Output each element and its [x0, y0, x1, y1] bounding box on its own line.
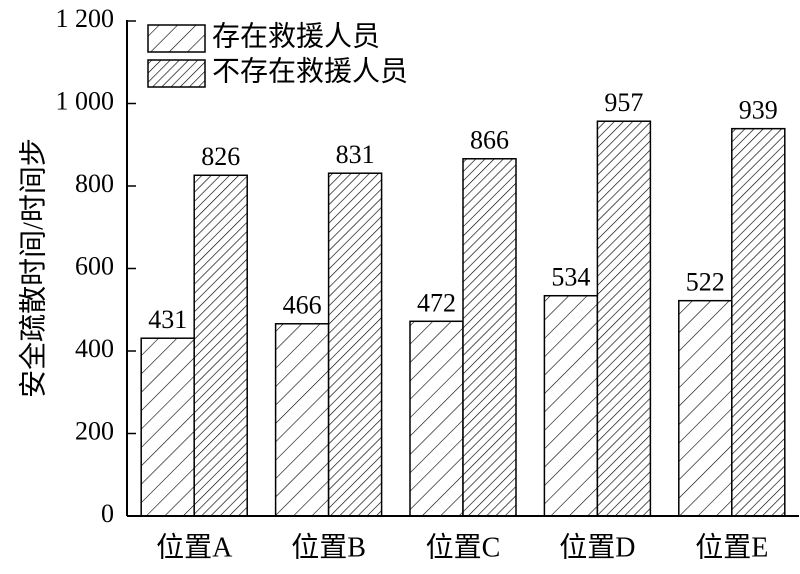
data-label: 831: [336, 140, 375, 169]
legend-label: 存在救援人员: [212, 20, 380, 52]
bar: [409, 320, 464, 517]
bar: [543, 294, 599, 517]
y-tick-label: 1 200: [56, 4, 115, 33]
data-label: 534: [551, 263, 590, 292]
y-tick-label: 400: [75, 334, 114, 363]
y-tick-label: 600: [75, 251, 114, 280]
data-label: 431: [148, 305, 187, 334]
data-label: 522: [686, 268, 725, 297]
y-tick-label: 0: [101, 499, 114, 528]
x-tick-label: 位置E: [695, 531, 768, 563]
y-axis-label: 安全疏散时间/时间步: [17, 138, 49, 398]
y-tick-label: 200: [75, 416, 114, 445]
bar: [140, 337, 195, 517]
data-label: 957: [604, 88, 643, 117]
bar: [678, 299, 733, 517]
data-label: 472: [417, 288, 456, 317]
data-label: 826: [201, 142, 240, 171]
data-label: 466: [283, 291, 322, 320]
x-tick-label: 位置D: [559, 531, 635, 563]
legend-swatch: [147, 59, 206, 88]
x-tick-label: 位置B: [291, 531, 366, 563]
data-label: 939: [739, 96, 778, 125]
y-tick-label: 800: [75, 169, 114, 198]
bar: [327, 172, 383, 517]
legend-swatch: [147, 24, 206, 53]
bar: [596, 120, 652, 517]
x-tick-label: 位置C: [426, 531, 501, 563]
y-tick-label: 1 000: [56, 86, 115, 115]
bar: [462, 158, 517, 517]
bar: [274, 323, 330, 517]
x-tick-label: 位置A: [156, 531, 233, 563]
legend-label: 不存在救援人员: [212, 55, 408, 87]
bar: [193, 174, 248, 517]
bar: [731, 127, 786, 517]
data-label: 866: [470, 126, 509, 155]
